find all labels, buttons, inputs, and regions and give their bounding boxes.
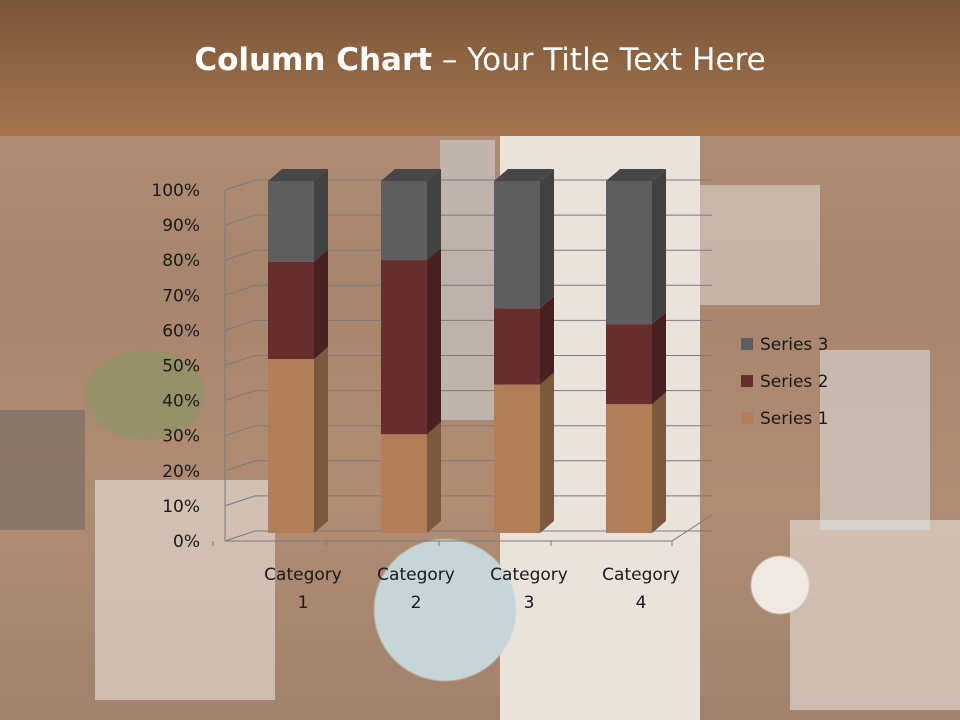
bar-front-face (381, 181, 427, 261)
bar-side-face (652, 312, 666, 405)
y-tick-label: 90% (162, 216, 200, 236)
y-tick-label: 30% (162, 427, 200, 447)
bar-segment-series-3-3 (494, 169, 554, 309)
bar-side-face (314, 169, 328, 262)
bar-segment-series-3-4 (606, 169, 666, 325)
bar-front-face (268, 359, 314, 533)
category-label: Category (602, 565, 680, 585)
legend-swatch (741, 375, 753, 387)
bar-segment-series-1-1 (268, 347, 328, 533)
category-label: Category (377, 565, 455, 585)
bar-segment-series-3-2 (381, 169, 441, 261)
legend-swatch (741, 338, 753, 350)
gridline (224, 425, 712, 437)
bar-top-face (381, 169, 441, 181)
bar-front-face (268, 261, 314, 360)
gridline (224, 390, 712, 402)
bar-front-face (606, 181, 652, 325)
bar-front-face (268, 181, 314, 262)
bar-side-face (427, 422, 441, 533)
title-rest-text: – Your Title Text Here (432, 42, 766, 78)
y-tick-label: 10% (162, 497, 200, 517)
legend-label: Series 3 (760, 335, 829, 355)
title-bold-text: Column Chart (194, 42, 433, 78)
y-tick-label: 100% (151, 181, 200, 201)
bar-front-face (606, 404, 652, 533)
bar-top-face (268, 169, 328, 181)
bar-side-face (427, 169, 441, 261)
bar-front-face (606, 324, 652, 405)
bar-segment-series-2-1 (268, 249, 328, 360)
bar-segment-series-2-4 (606, 312, 666, 405)
y-tick-label: 40% (162, 392, 200, 412)
bar-segment-series-1-3 (494, 372, 554, 533)
bar-side-face (540, 169, 554, 309)
gridline (224, 214, 712, 226)
bar-side-face (652, 169, 666, 325)
legend-swatch (741, 412, 753, 424)
bar-front-face (381, 434, 427, 533)
gridline (224, 495, 712, 507)
category-label: 2 (411, 593, 422, 613)
bar-top-face (494, 169, 554, 181)
legend-item: Series 3 (741, 335, 829, 355)
title-bar: Column Chart – Your Title Text Here (0, 0, 960, 136)
bar-segment-series-1-2 (381, 422, 441, 533)
bar-front-face (494, 181, 540, 309)
y-tick-label: 20% (162, 462, 200, 482)
legend-label: Series 1 (760, 409, 829, 429)
category-label: Category (490, 565, 568, 585)
bar-side-face (314, 347, 328, 533)
gridline (224, 249, 712, 261)
category-label: 4 (636, 593, 647, 613)
bar-top-face (606, 169, 666, 181)
category-label: 3 (524, 593, 535, 613)
bar-side-face (314, 249, 328, 360)
gridline (224, 460, 712, 472)
bar-segment-series-2-3 (494, 296, 554, 385)
legend-label: Series 2 (760, 372, 829, 392)
bar-side-face (427, 248, 441, 435)
y-tick-label: 80% (162, 251, 200, 271)
bar-side-face (540, 296, 554, 385)
bar-segment-series-1-4 (606, 392, 666, 533)
bar-front-face (494, 308, 540, 385)
gridline (224, 355, 712, 366)
bar-segment-series-2-2 (381, 248, 441, 435)
bar-front-face (494, 384, 540, 533)
gridline (224, 530, 712, 542)
bar-side-face (652, 392, 666, 533)
category-label: Category (264, 565, 342, 585)
slide-title: Column Chart – Your Title Text Here (0, 42, 960, 78)
gridline (224, 179, 712, 191)
gridline (224, 319, 712, 331)
y-tick-label: 50% (162, 357, 200, 377)
y-tick-label: 60% (162, 321, 200, 341)
y-tick-label: 0% (173, 532, 200, 552)
bar-front-face (381, 260, 427, 435)
legend-item: Series 1 (741, 409, 829, 429)
legend-item: Series 2 (741, 372, 829, 392)
y-tick-label: 70% (162, 286, 200, 306)
gridline (224, 284, 712, 296)
bar-segment-series-3-1 (268, 169, 328, 262)
bar-side-face (540, 372, 554, 533)
category-label: 1 (298, 593, 309, 613)
